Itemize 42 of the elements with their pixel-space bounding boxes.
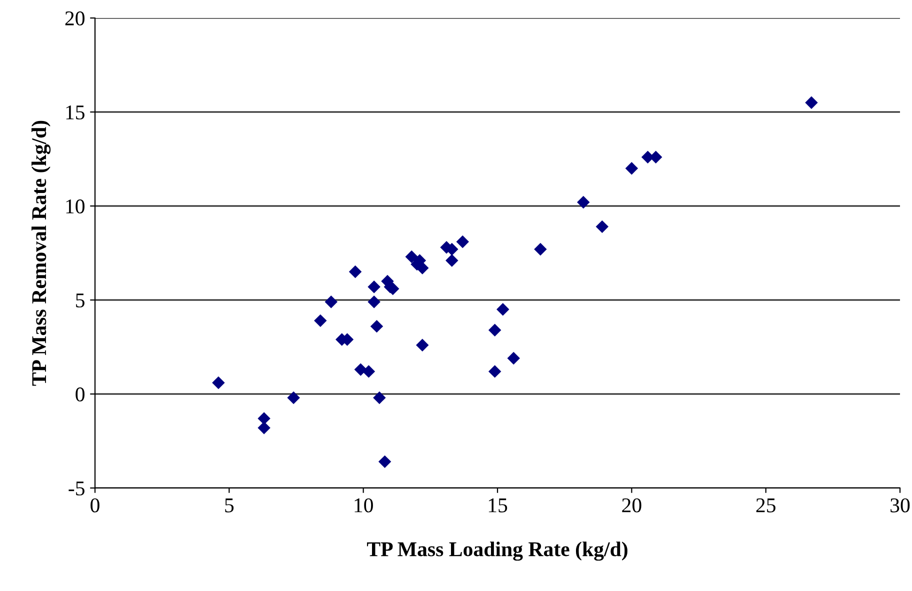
x-tick-label: 10: [354, 498, 373, 512]
y-tick-label: -5: [68, 482, 84, 496]
point: [348, 265, 362, 278]
point: [496, 303, 510, 316]
point: [416, 338, 429, 352]
point: [368, 280, 380, 294]
point: [405, 250, 418, 264]
y-axis-title: TP Mass Removal Rate (kg/d): [32, 120, 51, 386]
point: [456, 235, 469, 248]
y-tick-label: 0: [76, 387, 84, 402]
point: [324, 296, 338, 308]
point: [416, 262, 429, 274]
point: [287, 391, 300, 404]
x-tick-label: 0: [90, 498, 100, 512]
point: [534, 242, 547, 256]
y-tick-label: 10: [66, 199, 84, 214]
y-tick-label: 20: [65, 11, 84, 26]
point: [577, 196, 590, 209]
point: [625, 162, 638, 175]
x-axis-title: TP Mass Loading Rate (kg/d): [367, 542, 628, 561]
y-tick-label: 15: [66, 105, 84, 120]
point: [212, 376, 225, 390]
point: [805, 96, 818, 109]
x-tick-label: 20: [622, 498, 642, 512]
y-tick-label: 5: [76, 294, 84, 308]
point: [488, 324, 502, 336]
x-tick-label: 30: [890, 498, 910, 512]
x-tick-label: 25: [756, 498, 776, 512]
point: [446, 254, 458, 267]
point: [507, 352, 520, 365]
point: [362, 365, 376, 378]
point: [258, 421, 270, 434]
point: [314, 314, 327, 328]
point: [258, 412, 270, 425]
point: [488, 365, 502, 378]
point: [368, 296, 380, 308]
point: [596, 220, 609, 234]
point: [378, 455, 392, 468]
point: [373, 391, 386, 404]
point: [370, 320, 384, 333]
x-tick-label: 5: [225, 498, 234, 512]
x-tick-label: 15: [488, 498, 508, 512]
